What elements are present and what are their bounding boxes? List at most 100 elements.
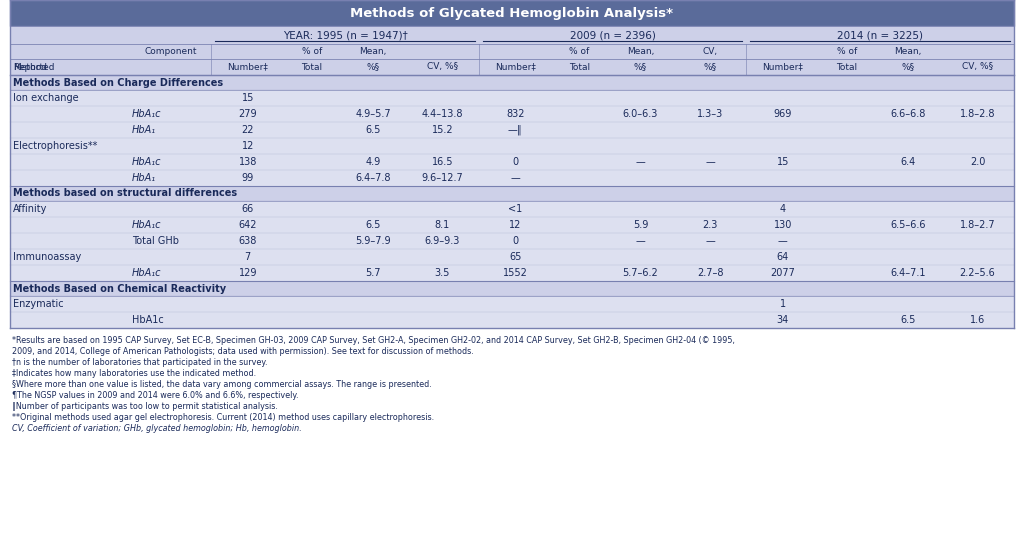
Text: 4.4–13.8: 4.4–13.8: [422, 109, 463, 119]
Bar: [10, 233, 1014, 249]
Text: ‡Indicates how many laboratories use the indicated method.: ‡Indicates how many laboratories use the…: [12, 369, 256, 378]
Text: 6.6–6.8: 6.6–6.8: [890, 109, 926, 119]
Text: 64: 64: [777, 252, 790, 262]
Text: 1.8–2.7: 1.8–2.7: [959, 220, 995, 230]
Text: 6.5: 6.5: [900, 315, 915, 325]
Text: %§: %§: [901, 62, 914, 72]
Text: 5.9–7.9: 5.9–7.9: [355, 236, 391, 246]
Text: HbA₁c: HbA₁c: [132, 268, 162, 278]
Text: —: —: [706, 236, 715, 246]
Text: 5.9: 5.9: [633, 220, 648, 230]
Text: 2014 (n = 3225): 2014 (n = 3225): [838, 30, 924, 40]
Text: % of: % of: [569, 47, 590, 56]
Text: HbA₁: HbA₁: [132, 125, 157, 135]
Text: Affinity: Affinity: [13, 204, 47, 214]
Text: 6.4–7.1: 6.4–7.1: [890, 268, 926, 278]
Text: %§: %§: [367, 62, 380, 72]
Text: CV, %§: CV, %§: [427, 62, 458, 72]
Text: 4.9: 4.9: [366, 157, 381, 167]
Text: 138: 138: [239, 157, 257, 167]
Text: Total GHb: Total GHb: [132, 236, 179, 246]
Text: 2.2–5.6: 2.2–5.6: [959, 268, 995, 278]
Text: Reported: Reported: [13, 62, 54, 72]
Text: %§: %§: [703, 62, 717, 72]
Text: <1: <1: [508, 204, 522, 214]
Text: 642: 642: [239, 220, 257, 230]
Text: *Results are based on 1995 CAP Survey, Set EC-B, Specimen GH-03, 2009 CAP Survey: *Results are based on 1995 CAP Survey, S…: [12, 336, 735, 345]
Text: YEAR: 1995 (n = 1947)†: YEAR: 1995 (n = 1947)†: [283, 30, 408, 40]
Text: Mean,: Mean,: [627, 47, 654, 56]
Text: 2077: 2077: [770, 268, 796, 278]
Text: 6.4–7.8: 6.4–7.8: [355, 173, 391, 183]
Text: Mean,: Mean,: [359, 47, 387, 56]
Text: 2009 (n = 2396): 2009 (n = 2396): [569, 30, 655, 40]
Text: 6.4: 6.4: [900, 157, 915, 167]
Text: 2.3: 2.3: [702, 220, 718, 230]
Text: 2009, and 2014, College of American Pathologists; data used with permission). Se: 2009, and 2014, College of American Path…: [12, 347, 474, 356]
Text: Total: Total: [569, 62, 590, 72]
Text: HbA₁c: HbA₁c: [132, 109, 162, 119]
Bar: [10, 122, 1014, 138]
Text: 6.9–9.3: 6.9–9.3: [425, 236, 460, 246]
Text: 2.7–8: 2.7–8: [696, 268, 723, 278]
Text: Number‡: Number‡: [495, 62, 536, 72]
Text: 638: 638: [239, 236, 257, 246]
Text: †n is the number of laboratories that participated in the survey.: †n is the number of laboratories that pa…: [12, 358, 267, 367]
Text: 969: 969: [774, 109, 792, 119]
Text: **Original methods used agar gel electrophoresis. Current (2014) method uses cap: **Original methods used agar gel electro…: [12, 413, 434, 422]
Text: 1: 1: [780, 299, 786, 309]
Text: 5.7: 5.7: [366, 268, 381, 278]
Text: 6.0–6.3: 6.0–6.3: [623, 109, 658, 119]
Text: Enzymatic: Enzymatic: [13, 299, 63, 309]
Text: Component: Component: [144, 47, 197, 56]
Text: —‖: —‖: [508, 124, 522, 135]
Text: —: —: [636, 236, 645, 246]
Text: Methods Based on Chemical Reactivity: Methods Based on Chemical Reactivity: [13, 283, 226, 294]
Text: 130: 130: [774, 220, 792, 230]
Bar: [10, 249, 1014, 265]
Text: 15: 15: [776, 157, 790, 167]
Text: Immunoassay: Immunoassay: [13, 252, 81, 262]
Text: 34: 34: [777, 315, 790, 325]
Text: 1552: 1552: [503, 268, 527, 278]
Text: 8.1: 8.1: [435, 220, 451, 230]
Bar: [10, 26, 1014, 44]
Text: 279: 279: [239, 109, 257, 119]
Text: % of: % of: [302, 47, 323, 56]
Text: Total: Total: [837, 62, 858, 72]
Text: HbA₁c: HbA₁c: [132, 157, 162, 167]
Bar: [10, 281, 1014, 296]
Text: —: —: [510, 173, 520, 183]
Text: 15.2: 15.2: [432, 125, 454, 135]
Text: 0: 0: [512, 157, 518, 167]
Text: —: —: [778, 236, 787, 246]
Bar: [10, 201, 1014, 217]
Bar: [10, 186, 1014, 201]
Bar: [10, 217, 1014, 233]
Text: 832: 832: [506, 109, 524, 119]
Text: 5.7–6.2: 5.7–6.2: [623, 268, 658, 278]
Text: 2.0: 2.0: [970, 157, 985, 167]
Text: 15: 15: [242, 93, 254, 103]
Text: 4.9–5.7: 4.9–5.7: [355, 109, 391, 119]
Text: HbA₁: HbA₁: [132, 173, 157, 183]
Bar: [10, 265, 1014, 281]
Text: 6.5: 6.5: [366, 125, 381, 135]
Text: Electrophoresis**: Electrophoresis**: [13, 141, 97, 151]
Text: CV, Coefficient of variation; GHb, glycated hemoglobin; Hb, hemoglobin.: CV, Coefficient of variation; GHb, glyca…: [12, 424, 302, 433]
Text: 66: 66: [242, 204, 254, 214]
Text: 22: 22: [242, 125, 254, 135]
Text: CV,: CV,: [702, 47, 718, 56]
Text: CV, %§: CV, %§: [962, 62, 993, 72]
Text: 9.6–12.7: 9.6–12.7: [422, 173, 463, 183]
Bar: [10, 0, 1014, 26]
Bar: [10, 138, 1014, 154]
Bar: [10, 44, 1014, 59]
Text: HbA₁c: HbA₁c: [132, 220, 162, 230]
Text: 12: 12: [242, 141, 254, 151]
Text: 129: 129: [239, 268, 257, 278]
Text: Methods of Glycated Hemoglobin Analysis*: Methods of Glycated Hemoglobin Analysis*: [350, 7, 674, 20]
Text: Number‡: Number‡: [763, 62, 803, 72]
Text: 1.6: 1.6: [970, 315, 985, 325]
Text: 3.5: 3.5: [435, 268, 451, 278]
